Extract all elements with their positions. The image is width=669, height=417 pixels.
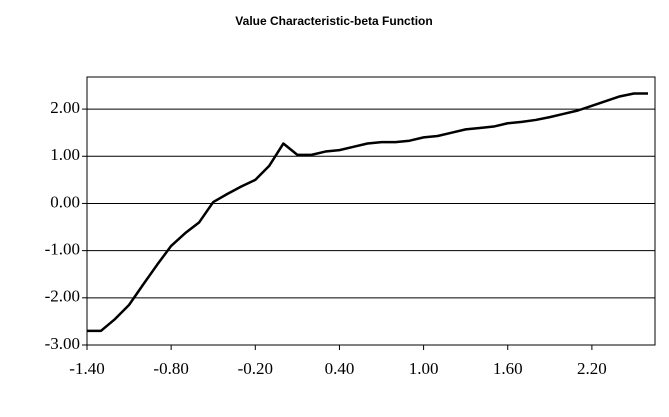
chart-title: Value Characteristic-beta Function: [235, 14, 432, 28]
y-tick-label: 2.00: [50, 98, 80, 117]
y-tick-label: 0.00: [50, 192, 80, 211]
y-tick-label: -1.00: [45, 240, 80, 259]
x-tick-label: 2.20: [577, 359, 607, 378]
y-tick-label: -3.00: [45, 334, 80, 353]
data-line: [87, 92, 648, 333]
x-tick-label: 1.60: [493, 359, 523, 378]
y-tick-label: 1.00: [50, 145, 80, 164]
y-tick-label: -2.00: [45, 287, 80, 306]
x-tick-label: -1.40: [69, 359, 104, 378]
x-tick-label: 0.40: [325, 359, 355, 378]
x-tick-label: -0.20: [238, 359, 273, 378]
x-tick-label: -0.80: [153, 359, 188, 378]
plot-frame: [86, 76, 656, 346]
x-tick-label: 1.00: [409, 359, 439, 378]
